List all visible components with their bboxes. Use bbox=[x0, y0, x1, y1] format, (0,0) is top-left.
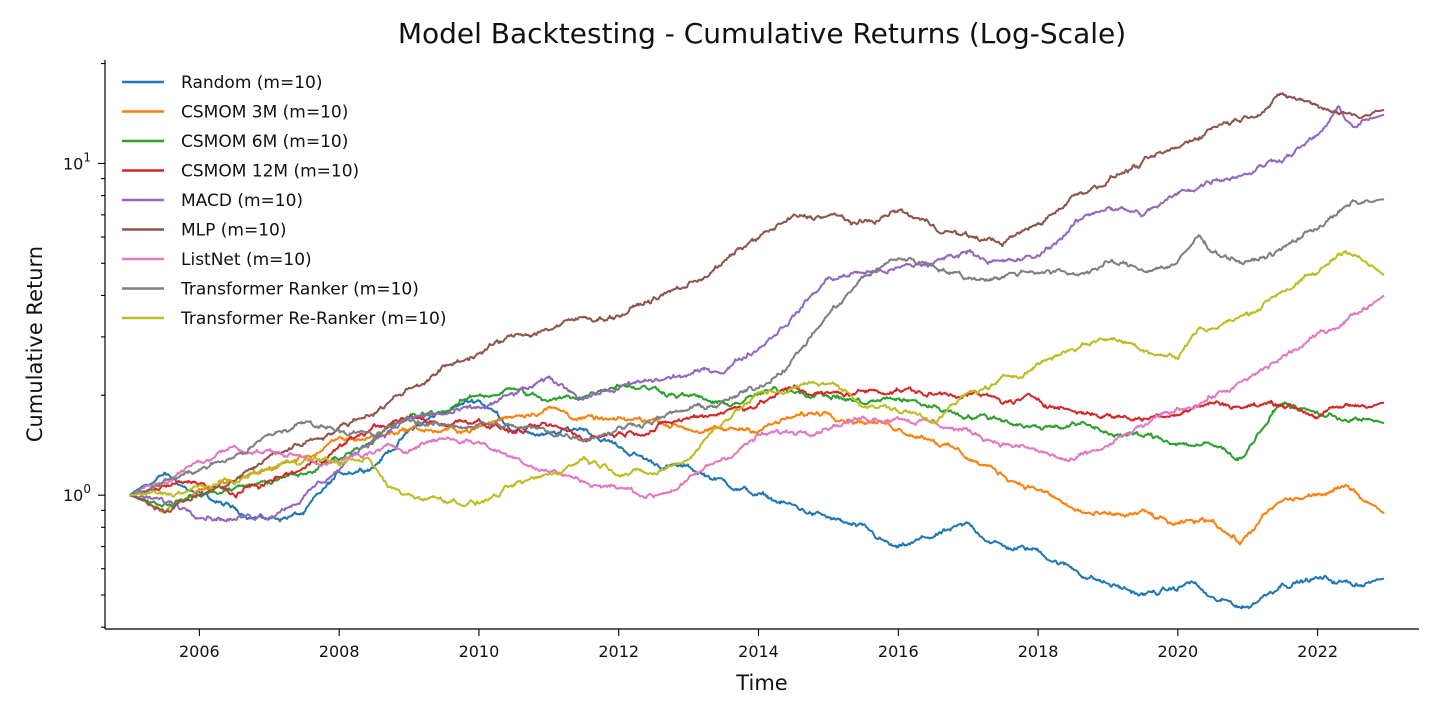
legend-label: ListNet (m=10) bbox=[181, 250, 312, 270]
series-line-7 bbox=[129, 198, 1385, 497]
legend-label: CSMOM 12M (m=10) bbox=[181, 162, 359, 182]
series-line-3 bbox=[129, 384, 1385, 499]
x-tick-label: 2016 bbox=[878, 642, 919, 661]
series-line-8 bbox=[129, 250, 1385, 508]
chart-title: Model Backtesting - Cumulative Returns (… bbox=[398, 17, 1126, 50]
y-axis-label: Cumulative Return bbox=[23, 246, 47, 442]
series-line-4 bbox=[129, 105, 1385, 523]
legend-label: CSMOM 6M (m=10) bbox=[181, 132, 348, 152]
x-tick-label: 2018 bbox=[1018, 642, 1059, 661]
x-tick-label: 2020 bbox=[1158, 642, 1199, 661]
x-ticks: 2006 2008 2010 2012 2014 2016 2018 2020 2022 bbox=[179, 629, 1338, 661]
series-lines bbox=[128, 92, 1385, 610]
series-line-5 bbox=[129, 92, 1385, 514]
series-line-0 bbox=[128, 398, 1385, 610]
legend-label: Random (m=10) bbox=[181, 73, 323, 93]
x-tick-label: 2012 bbox=[598, 642, 639, 661]
axes bbox=[104, 60, 1419, 630]
x-tick-label: 2022 bbox=[1297, 642, 1338, 661]
x-axis-label: Time bbox=[735, 671, 787, 695]
x-tick-label: 2006 bbox=[179, 642, 220, 661]
legend-label: MLP (m=10) bbox=[181, 221, 287, 241]
legend-label: Transformer Ranker (m=10) bbox=[180, 280, 419, 300]
series-line-6 bbox=[129, 294, 1385, 500]
series-line-1 bbox=[129, 405, 1385, 546]
x-tick-label: 2014 bbox=[738, 642, 779, 661]
legend-label: CSMOM 3M (m=10) bbox=[181, 103, 348, 123]
x-tick-label: 2010 bbox=[459, 642, 500, 661]
legend-label: MACD (m=10) bbox=[181, 191, 303, 211]
y-tick-label: 101 bbox=[63, 150, 91, 173]
y-ticks: 100 101 bbox=[63, 63, 105, 628]
y-tick-label: 100 bbox=[63, 482, 91, 505]
series-line-2 bbox=[129, 383, 1385, 508]
x-tick-label: 2008 bbox=[319, 642, 360, 661]
legend: Random (m=10) CSMOM 3M (m=10) CSMOM 6M (m=… bbox=[122, 73, 446, 329]
legend-label: Transformer Re-Ranker (m=10) bbox=[180, 309, 446, 329]
